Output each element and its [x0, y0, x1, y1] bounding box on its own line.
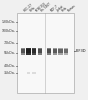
- Text: 70kDa-: 70kDa-: [4, 41, 16, 45]
- Bar: [32, 48, 36, 55]
- Bar: [53, 49, 57, 53]
- Bar: [32, 72, 36, 74]
- Bar: [27, 72, 30, 74]
- Bar: [64, 48, 68, 55]
- Bar: [21, 48, 25, 55]
- Text: KYSE150: KYSE150: [35, 1, 47, 13]
- Bar: [17, 13, 74, 93]
- Bar: [58, 49, 63, 53]
- Text: MCF-7: MCF-7: [49, 4, 59, 13]
- Text: 40kDa-: 40kDa-: [4, 64, 16, 68]
- Bar: [58, 48, 63, 55]
- Bar: [47, 48, 51, 55]
- Bar: [21, 49, 25, 53]
- Bar: [64, 49, 68, 53]
- Text: HGC-27: HGC-27: [23, 2, 34, 13]
- Text: 130kDa-: 130kDa-: [2, 20, 16, 24]
- Bar: [32, 49, 36, 53]
- Text: 35kDa-: 35kDa-: [4, 71, 16, 75]
- Text: Ramos: Ramos: [67, 3, 77, 13]
- Text: Hela: Hela: [61, 5, 68, 13]
- Text: SiHa: SiHa: [29, 5, 37, 13]
- Bar: [38, 48, 42, 55]
- Text: 55kDa-: 55kDa-: [4, 51, 16, 55]
- Bar: [38, 49, 42, 53]
- Text: Jurkat: Jurkat: [55, 4, 64, 13]
- Text: 100kDa-: 100kDa-: [2, 29, 16, 33]
- Text: EIF3D: EIF3D: [76, 49, 86, 53]
- Text: Hs 746T: Hs 746T: [40, 2, 52, 13]
- Bar: [53, 48, 57, 55]
- Bar: [26, 48, 31, 55]
- Bar: [47, 49, 51, 53]
- Bar: [26, 49, 31, 53]
